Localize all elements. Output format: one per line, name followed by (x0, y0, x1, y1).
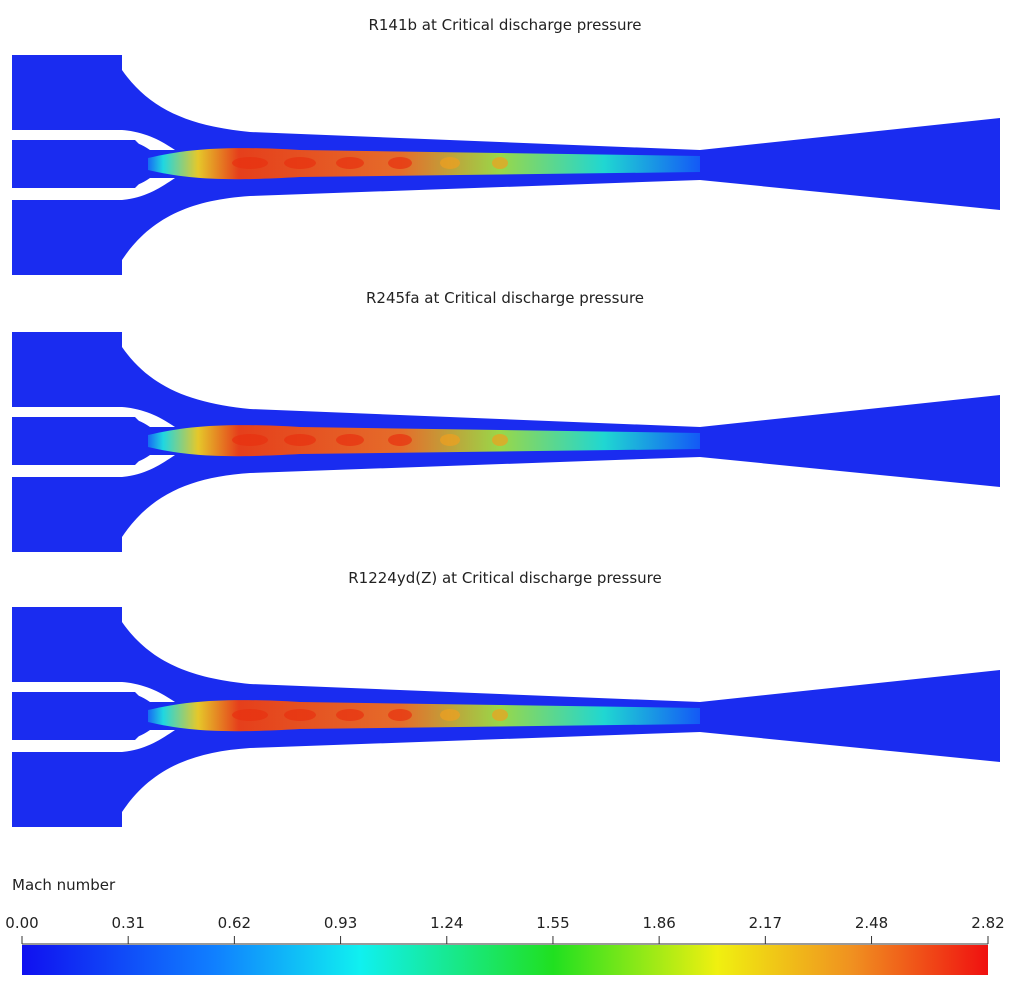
panel-title: R245fa at Critical discharge pressure (366, 289, 644, 307)
colorbar-tick-label: 0.31 (111, 914, 144, 932)
shock-cell (440, 434, 460, 446)
nozzle-tip (122, 417, 150, 465)
suction-block (12, 477, 122, 552)
shock-cell (440, 709, 460, 721)
colorbar-tick-label: 0.93 (324, 914, 357, 932)
colorbar-tick-label: 1.24 (430, 914, 463, 932)
suction-block (12, 332, 122, 407)
colorbar-tick-label: 1.86 (642, 914, 675, 932)
shock-cell (492, 157, 508, 169)
shock-cell (336, 709, 364, 721)
colorbar-tick-label: 0.00 (5, 914, 38, 932)
secondary-gap (12, 730, 175, 752)
shock-cell (284, 157, 316, 169)
shock-cell (336, 434, 364, 446)
nozzle-block (12, 692, 122, 740)
secondary-gap (12, 455, 175, 477)
shock-cell (440, 157, 460, 169)
colorbar-tick-label: 2.48 (855, 914, 888, 932)
shock-cell (232, 709, 268, 721)
shock-cell (388, 709, 412, 721)
ejector-panel (12, 55, 1000, 275)
secondary-gap (12, 130, 175, 150)
secondary-gap (12, 682, 175, 702)
panel-title: R141b at Critical discharge pressure (368, 16, 641, 34)
shock-cell (492, 709, 508, 721)
colorbar (22, 945, 988, 975)
suction-block (12, 55, 122, 130)
colorbar-label: Mach number (12, 876, 116, 894)
shock-cell (388, 434, 412, 446)
secondary-gap (12, 178, 175, 200)
colorbar-tick-label: 1.55 (536, 914, 569, 932)
nozzle-block (12, 417, 122, 465)
panel-title: R1224yd(Z) at Critical discharge pressur… (348, 569, 661, 587)
jet-core (148, 425, 700, 457)
suction-block (12, 752, 122, 827)
shock-cell (232, 157, 268, 169)
shock-cell (284, 434, 316, 446)
shock-cell (336, 157, 364, 169)
nozzle-tip (122, 140, 150, 188)
suction-block (12, 607, 122, 682)
ejector-panel (12, 332, 1000, 552)
colorbar-tick-label: 2.82 (971, 914, 1004, 932)
colorbar-tick-label: 2.17 (749, 914, 782, 932)
suction-block (12, 200, 122, 275)
colorbar-tick-label: 0.62 (218, 914, 251, 932)
ejector-panel (12, 607, 1000, 827)
shock-cell (492, 434, 508, 446)
nozzle-tip (122, 692, 150, 740)
nozzle-block (12, 140, 122, 188)
shock-cell (284, 709, 316, 721)
secondary-gap (12, 407, 175, 427)
jet-core (148, 148, 700, 180)
jet-core (148, 700, 700, 732)
shock-cell (388, 157, 412, 169)
shock-cell (232, 434, 268, 446)
